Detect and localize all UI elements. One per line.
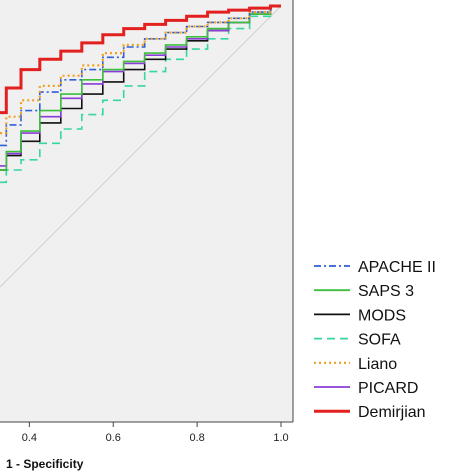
x-tick-label: 0.8 [189, 432, 204, 444]
legend-label-sofa: SOFA [358, 332, 401, 349]
series-line-demirjian [0, 4, 281, 115]
reference-line [0, 5, 282, 288]
legend-label-liano: Liano [358, 356, 397, 373]
series-layer [0, 4, 281, 184]
legend: APACHE II SAPS 3 MODS SOFA Liano PICARD Demirj… [314, 259, 436, 421]
series-line-apache-ii [0, 5, 281, 147]
x-tick-label: 1.0 [273, 432, 288, 444]
plot-background [0, 0, 293, 422]
x-ticks: 0.4 0.6 0.8 1.0 [22, 422, 289, 444]
legend-label-mods: MODS [358, 307, 406, 324]
x-tick-label: 0.4 [22, 432, 37, 444]
legend-label-apache-ii: APACHE II [358, 259, 436, 276]
x-axis-title: 1 - Specificity [6, 457, 84, 471]
x-tick-label: 0.6 [106, 432, 121, 444]
legend-label-saps-3: SAPS 3 [358, 283, 414, 300]
legend-label-demirjian: Demirjian [358, 404, 426, 421]
legend-label-picard: PICARD [358, 380, 418, 397]
